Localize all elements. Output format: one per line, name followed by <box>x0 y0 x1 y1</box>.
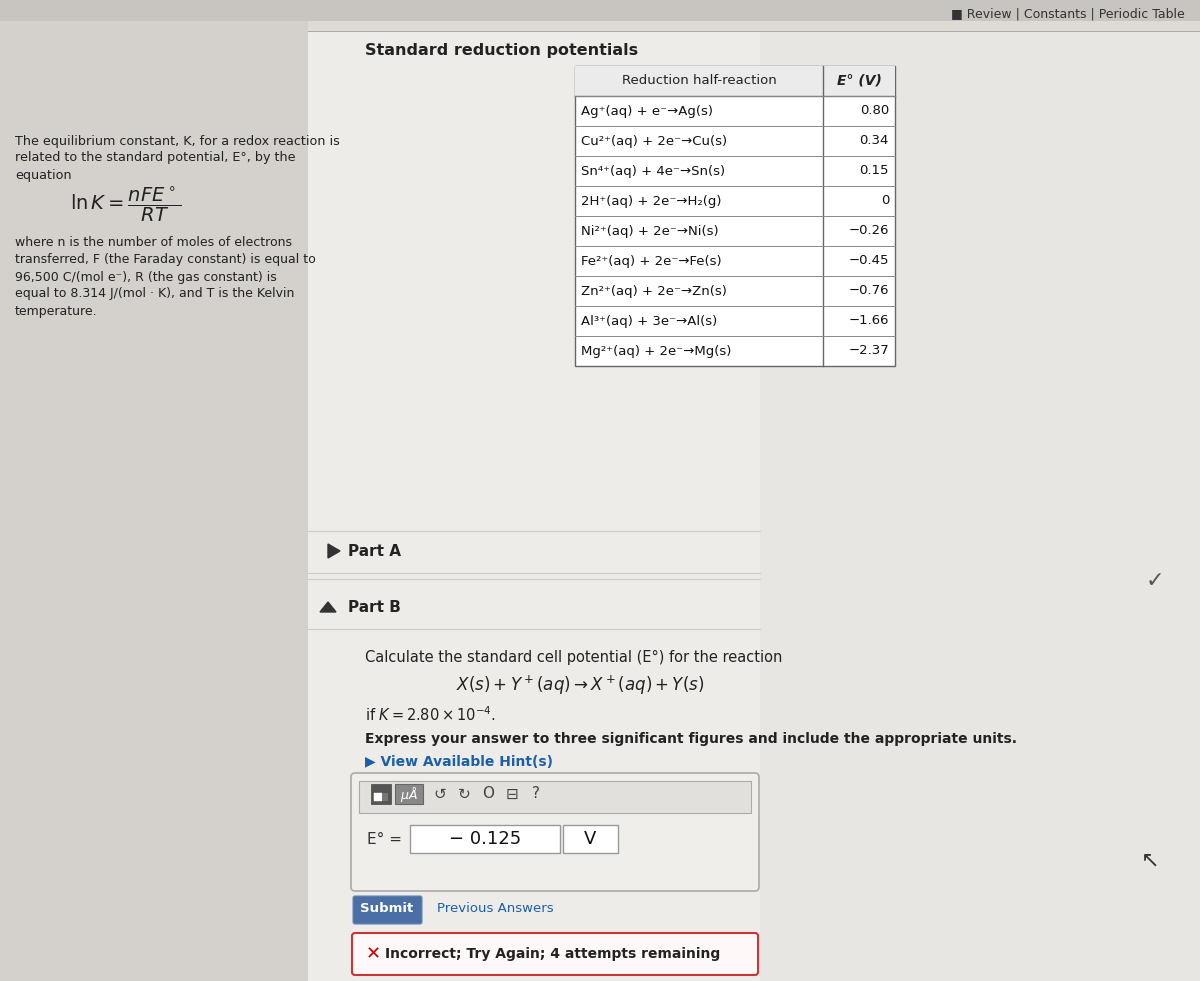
Bar <box>359 781 751 813</box>
Text: ▶ View Available Hint(s): ▶ View Available Hint(s) <box>365 755 553 769</box>
Text: where n is the number of moles of electrons: where n is the number of moles of electr… <box>14 236 292 249</box>
Text: ↺: ↺ <box>433 787 446 801</box>
Text: −0.26: −0.26 <box>848 225 889 237</box>
Polygon shape <box>320 602 336 612</box>
Text: E° =: E° = <box>367 832 402 847</box>
Text: Standard reduction potentials: Standard reduction potentials <box>365 43 638 59</box>
Text: $\ln K = \dfrac{nFE^\circ}{RT}$: $\ln K = \dfrac{nFE^\circ}{RT}$ <box>70 185 181 225</box>
Text: Express your answer to three significant figures and include the appropriate uni: Express your answer to three significant… <box>365 732 1018 746</box>
Text: ✓: ✓ <box>1146 571 1164 591</box>
Text: 2H⁺(aq) + 2e⁻→H₂(g): 2H⁺(aq) + 2e⁻→H₂(g) <box>581 194 721 208</box>
Text: transferred, F (the Faraday constant) is equal to: transferred, F (the Faraday constant) is… <box>14 253 316 267</box>
Text: Ni²⁺(aq) + 2e⁻→Ni(s): Ni²⁺(aq) + 2e⁻→Ni(s) <box>581 225 719 237</box>
Text: ■ Review | Constants | Periodic Table: ■ Review | Constants | Periodic Table <box>952 8 1186 21</box>
Text: related to the standard potential, E°, by the: related to the standard potential, E°, b… <box>14 151 295 165</box>
Text: −1.66: −1.66 <box>848 315 889 328</box>
Bar <box>395 784 424 804</box>
Text: if $K = 2.80 \times 10^{-4}$.: if $K = 2.80 \times 10^{-4}$. <box>365 705 496 724</box>
Bar <box>382 793 388 801</box>
Text: Part B: Part B <box>348 599 401 614</box>
Text: $X(s) + Y^+(aq) \rightarrow X^+(aq) + Y(s)$: $X(s) + Y^+(aq) \rightarrow X^+(aq) + Y(… <box>456 673 704 697</box>
Text: ⊟: ⊟ <box>505 787 518 801</box>
Text: ✕: ✕ <box>366 945 380 963</box>
Text: Ο: Ο <box>482 787 494 801</box>
Text: Incorrect; Try Again; 4 attempts remaining: Incorrect; Try Again; 4 attempts remaini… <box>385 947 720 961</box>
Text: Al³⁺(aq) + 3e⁻→Al(s): Al³⁺(aq) + 3e⁻→Al(s) <box>581 315 718 328</box>
Text: E° (V): E° (V) <box>836 74 882 88</box>
FancyBboxPatch shape <box>353 896 422 924</box>
Text: ↖: ↖ <box>1141 851 1159 871</box>
Text: Ag⁺(aq) + e⁻→Ag(s): Ag⁺(aq) + e⁻→Ag(s) <box>581 105 713 118</box>
Text: Mg²⁺(aq) + 2e⁻→Mg(s): Mg²⁺(aq) + 2e⁻→Mg(s) <box>581 344 731 357</box>
Text: Part A: Part A <box>348 543 401 558</box>
Text: ?: ? <box>532 787 540 801</box>
Text: Submit: Submit <box>360 903 414 915</box>
Text: temperature.: temperature. <box>14 304 97 318</box>
Text: Reduction half-reaction: Reduction half-reaction <box>622 75 776 87</box>
Text: Previous Answers: Previous Answers <box>437 903 553 915</box>
Text: 0: 0 <box>881 194 889 208</box>
Text: 96,500 C/(mol e⁻), R (the gas constant) is: 96,500 C/(mol e⁻), R (the gas constant) … <box>14 271 277 284</box>
Text: Zn²⁺(aq) + 2e⁻→Zn(s): Zn²⁺(aq) + 2e⁻→Zn(s) <box>581 284 727 297</box>
Text: − 0.125: − 0.125 <box>449 830 521 848</box>
Text: 0.80: 0.80 <box>859 105 889 118</box>
Bar <box>0 21 308 981</box>
Text: equal to 8.314 J/(mol · K), and T is the Kelvin: equal to 8.314 J/(mol · K), and T is the… <box>14 287 294 300</box>
Text: V: V <box>584 830 596 848</box>
Text: $\mu\AA$: $\mu\AA$ <box>400 785 418 803</box>
Text: Fe²⁺(aq) + 2e⁻→Fe(s): Fe²⁺(aq) + 2e⁻→Fe(s) <box>581 254 721 268</box>
Text: −0.45: −0.45 <box>848 254 889 268</box>
Bar <box>371 784 391 804</box>
Bar <box>760 21 1200 981</box>
Text: The equilibrium constant, K, for a redox reaction is: The equilibrium constant, K, for a redox… <box>14 134 340 147</box>
Bar <box>0 0 1200 21</box>
Text: Sn⁴⁺(aq) + 4e⁻→Sn(s): Sn⁴⁺(aq) + 4e⁻→Sn(s) <box>581 165 725 178</box>
Bar <box>308 21 1200 981</box>
Text: −0.76: −0.76 <box>848 284 889 297</box>
FancyBboxPatch shape <box>352 933 758 975</box>
Text: 0.34: 0.34 <box>859 134 889 147</box>
FancyBboxPatch shape <box>352 773 760 891</box>
Bar <box>575 66 895 96</box>
Bar <box>308 21 1200 31</box>
Text: −2.37: −2.37 <box>848 344 889 357</box>
Text: ↻: ↻ <box>457 787 470 801</box>
Bar <box>575 66 895 366</box>
Text: equation: equation <box>14 169 72 181</box>
Bar <box>374 793 382 801</box>
Bar <box>410 825 560 853</box>
Text: Calculate the standard cell potential (E°) for the reaction: Calculate the standard cell potential (E… <box>365 649 782 664</box>
Bar <box>563 825 618 853</box>
Text: 0.15: 0.15 <box>859 165 889 178</box>
Text: Cu²⁺(aq) + 2e⁻→Cu(s): Cu²⁺(aq) + 2e⁻→Cu(s) <box>581 134 727 147</box>
Polygon shape <box>328 544 340 558</box>
